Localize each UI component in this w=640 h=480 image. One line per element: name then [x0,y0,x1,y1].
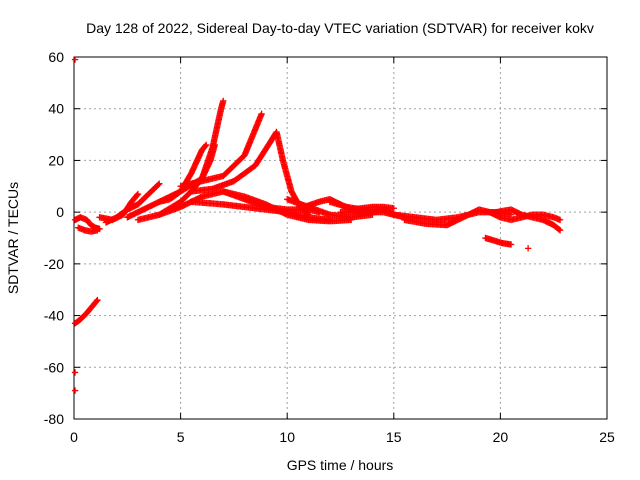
series-arc-13 [220,188,355,225]
y-tick-label: -20 [44,256,64,272]
data-point [556,227,564,234]
plot-area [73,56,608,420]
x-tick-label: 15 [386,429,402,445]
series-arc-18 [347,203,397,213]
data-point [220,97,227,105]
series-arc-3 [75,224,101,235]
data-point [390,205,397,212]
data-point [71,387,79,394]
x-tick-label: 20 [493,429,509,445]
y-tick-label: -40 [44,308,64,324]
x-tick-label: 10 [279,429,295,445]
x-axis-label: GPS time / hours [287,457,394,473]
data-point [556,216,564,224]
y-tick-label: 0 [56,204,64,220]
series-arc-9 [177,110,265,190]
x-tick-label: 5 [177,429,185,445]
gridlines [74,57,607,419]
data-point [555,226,563,233]
data-point [156,180,163,187]
series-arc-2 [71,214,103,233]
series-arc-5 [102,180,163,226]
data-point [155,181,162,188]
y-tick-label: 60 [48,49,64,65]
data-point [133,191,141,199]
series-arc-8 [156,97,227,205]
x-tick-label: 25 [599,429,615,445]
chart-title: Day 128 of 2022, Sidereal Day-to-day VTE… [86,20,594,36]
series-isolated [71,56,532,394]
axis-ticks: 0 5 10 15 20 25 -80 -60 -40 -20 0 20 40 60 [44,49,615,445]
data-point [94,227,101,234]
data-point [507,241,515,248]
data-point [71,56,79,63]
data-point [93,297,100,305]
data-points [71,56,564,394]
y-tick-label: 40 [48,101,64,117]
data-point [202,142,209,150]
y-tick-label: 20 [48,152,64,168]
series-arc-23 [482,234,515,248]
data-point [71,369,79,376]
y-axis-label: SDTVAR / TECUs [5,182,21,294]
data-point [202,141,210,149]
series-arc-22 [492,206,564,234]
data-point [94,296,101,304]
data-point [134,190,142,198]
y-tick-label: -60 [44,359,64,375]
series-arc-1 [71,296,101,327]
data-point [524,245,532,252]
y-tick-label: -80 [44,411,64,427]
data-point [258,110,265,118]
x-tick-label: 0 [70,429,78,445]
